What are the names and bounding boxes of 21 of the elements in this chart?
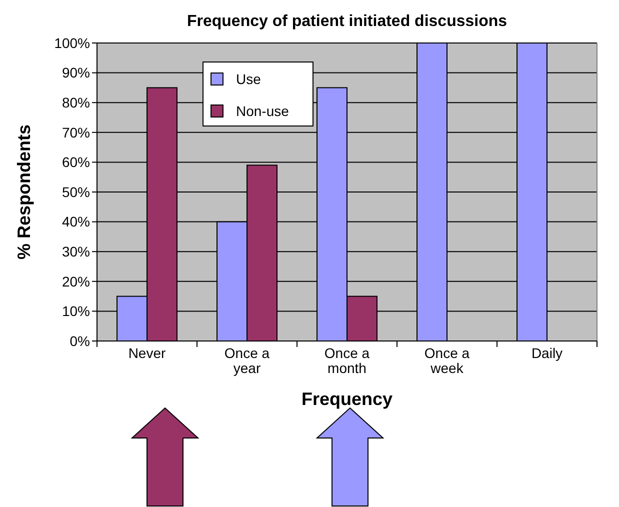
y-tick-label: 50% <box>62 184 90 200</box>
x-axis-title: Frequency <box>301 389 393 409</box>
y-tick-label: 70% <box>62 124 90 140</box>
x-tick-label: Once a week <box>424 345 470 376</box>
chart-title: Frequency of patient initiated discussions <box>186 13 508 30</box>
y-axis-title: % Respondents <box>14 124 34 260</box>
y-tick-label: 40% <box>62 214 90 230</box>
y-tick-label: 90% <box>62 64 90 81</box>
y-tick-label: 20% <box>62 273 90 290</box>
y-tick-label: 100% <box>54 34 90 51</box>
y-tick-label: 60% <box>62 154 90 170</box>
y-tick-label: 80% <box>62 94 90 110</box>
y-tick-label: 30% <box>62 244 90 260</box>
x-tick-label: Never <box>128 345 166 361</box>
legend-label: Use <box>236 70 262 87</box>
legend-label: Non-use <box>236 102 290 119</box>
x-tick-label: Daily <box>531 345 563 361</box>
y-tick-label: 10% <box>62 303 90 320</box>
x-tick-label: Once a year <box>224 345 270 376</box>
x-tick-label: Once a month <box>324 345 370 376</box>
y-tick-label: 0% <box>70 332 90 349</box>
